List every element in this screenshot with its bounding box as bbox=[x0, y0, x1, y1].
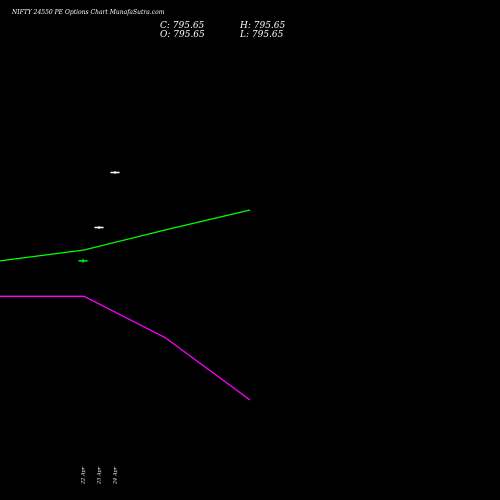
candle bbox=[110, 171, 120, 174]
x-tick-label: 23 Apr bbox=[97, 466, 103, 485]
low-readout: L: 795.65 bbox=[239, 30, 284, 40]
high-readout: H: 795.65 bbox=[239, 21, 286, 31]
x-tick-label: 24 Apr bbox=[113, 466, 119, 485]
candle-body bbox=[110, 171, 120, 174]
chart-marks bbox=[0, 171, 251, 401]
close-readout: C: 795.65 bbox=[160, 21, 205, 31]
open-readout: O: 795.65 bbox=[160, 30, 205, 40]
chart-title: NIFTY 24550 PE Options Chart MunafaSutra… bbox=[11, 9, 165, 16]
x-tick-label: 22 Apr bbox=[81, 466, 87, 485]
series-line-1 bbox=[0, 209, 251, 262]
candle bbox=[78, 258, 88, 263]
series-line-2 bbox=[0, 295, 251, 401]
x-axis: 22 Apr 23 Apr 24 Apr bbox=[81, 466, 119, 485]
candle bbox=[94, 226, 104, 229]
candle-body bbox=[94, 226, 104, 229]
candle-body bbox=[78, 260, 88, 262]
